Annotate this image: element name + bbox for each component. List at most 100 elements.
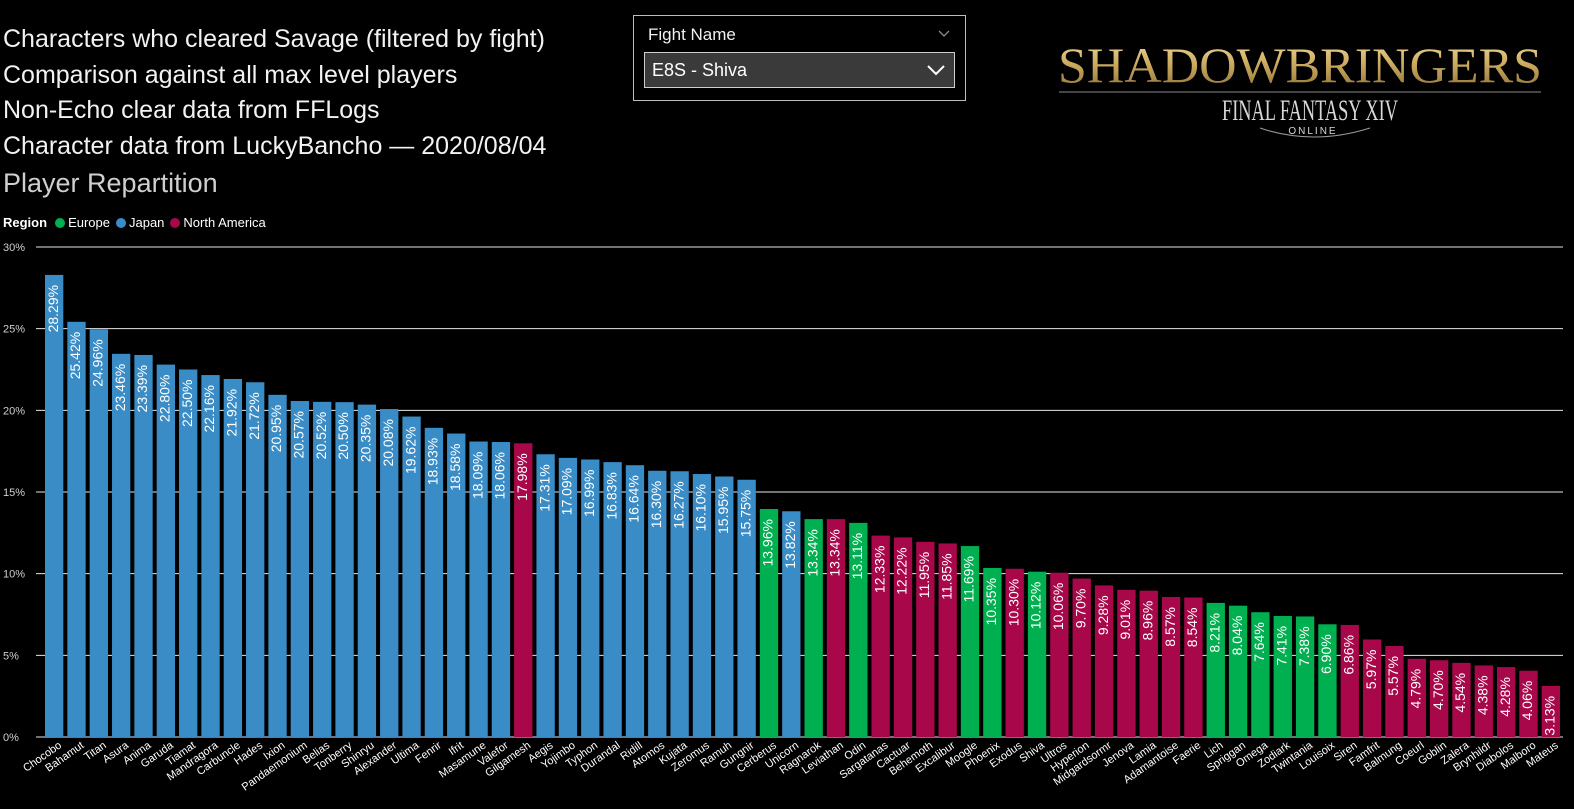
- bar[interactable]: [1496, 667, 1516, 737]
- y-tick-label: 20%: [3, 405, 25, 417]
- bar[interactable]: [1206, 602, 1225, 737]
- bar[interactable]: [290, 401, 310, 737]
- bar[interactable]: [246, 382, 265, 737]
- bar[interactable]: [1407, 658, 1426, 737]
- bar[interactable]: [268, 394, 287, 737]
- data-label: 6.86%: [1340, 635, 1356, 675]
- bar[interactable]: [1094, 585, 1114, 737]
- data-label: 11.85%: [938, 553, 954, 599]
- bar[interactable]: [1318, 624, 1337, 737]
- bar[interactable]: [491, 442, 511, 737]
- data-label: 10.30%: [1005, 579, 1021, 626]
- bar[interactable]: [335, 402, 354, 737]
- data-label: 15.75%: [737, 490, 753, 537]
- bar[interactable]: [402, 416, 421, 737]
- bar[interactable]: [179, 369, 198, 738]
- bar[interactable]: [670, 471, 689, 737]
- data-label: 7.38%: [1296, 626, 1312, 666]
- bar[interactable]: [603, 462, 622, 737]
- legend-dot-north-america: [170, 217, 181, 228]
- data-label: 16.27%: [670, 481, 686, 528]
- bar[interactable]: [134, 354, 153, 737]
- bar[interactable]: [759, 508, 779, 737]
- bar[interactable]: [201, 375, 220, 737]
- bar[interactable]: [357, 404, 377, 737]
- bar[interactable]: [1452, 662, 1471, 737]
- bar[interactable]: [1027, 571, 1047, 737]
- bar[interactable]: [514, 443, 533, 737]
- bar[interactable]: [447, 433, 466, 737]
- bar[interactable]: [1251, 612, 1270, 737]
- bar[interactable]: [1362, 639, 1382, 737]
- legend-item-japan[interactable]: Japan: [115, 215, 164, 230]
- bar[interactable]: [536, 454, 555, 737]
- data-label: 10.06%: [1050, 583, 1066, 630]
- chevron-down-icon[interactable]: [937, 26, 951, 40]
- fight-name-dropdown[interactable]: E8S - Shiva: [644, 52, 955, 88]
- data-label: 28.29%: [45, 285, 61, 332]
- bar[interactable]: [581, 459, 600, 737]
- legend-dot-japan: [115, 217, 126, 228]
- bar[interactable]: [1072, 578, 1091, 737]
- bar[interactable]: [1273, 615, 1292, 737]
- bar[interactable]: [648, 470, 667, 737]
- bar[interactable]: [469, 441, 488, 737]
- bar[interactable]: [1050, 572, 1069, 737]
- bar[interactable]: [826, 519, 846, 737]
- y-tick-label: 30%: [3, 242, 25, 254]
- bar[interactable]: [1519, 670, 1538, 737]
- bar[interactable]: [1340, 624, 1359, 737]
- bar[interactable]: [45, 274, 64, 737]
- bar[interactable]: [1474, 665, 1493, 737]
- bar[interactable]: [380, 409, 399, 737]
- data-label: 12.33%: [871, 546, 887, 593]
- bar[interactable]: [223, 378, 243, 737]
- bar[interactable]: [737, 479, 756, 737]
- fight-name-slicer: Fight Name E8S - Shiva: [633, 15, 966, 101]
- bar[interactable]: [849, 522, 868, 737]
- bar[interactable]: [715, 476, 734, 737]
- bar[interactable]: [67, 321, 86, 737]
- data-label: 24.96%: [90, 339, 106, 386]
- bar[interactable]: [938, 543, 957, 737]
- bar[interactable]: [558, 457, 578, 737]
- dropdown-selected-value: E8S - Shiva: [652, 59, 748, 80]
- bar[interactable]: [89, 329, 108, 737]
- bar[interactable]: [893, 537, 913, 737]
- bar[interactable]: [112, 353, 131, 737]
- bar[interactable]: [1541, 685, 1560, 737]
- bar[interactable]: [156, 364, 176, 737]
- bar[interactable]: [1139, 590, 1158, 737]
- data-label: 16.10%: [693, 484, 709, 531]
- data-label: 13.11%: [849, 533, 865, 579]
- bar[interactable]: [871, 535, 890, 737]
- bar[interactable]: [424, 427, 444, 737]
- data-label: 20.08%: [380, 419, 396, 466]
- bar[interactable]: [916, 541, 935, 737]
- data-label: 23.39%: [134, 365, 150, 412]
- bar[interactable]: [1005, 568, 1024, 737]
- bar[interactable]: [625, 465, 645, 737]
- bar[interactable]: [1161, 597, 1181, 737]
- bar[interactable]: [1429, 660, 1449, 737]
- bar[interactable]: [782, 511, 801, 737]
- bar-chart: 0%5%10%15%20%25%30%28.29%Chocobo25.42%Ba…: [3, 242, 1563, 794]
- data-label: 18.58%: [447, 444, 463, 491]
- bar[interactable]: [960, 546, 980, 737]
- y-tick-label: 10%: [3, 569, 25, 581]
- bar[interactable]: [1385, 646, 1404, 737]
- legend-item-europe[interactable]: Europe: [55, 215, 110, 230]
- legend: Region Europe Japan North America: [3, 215, 272, 230]
- bar[interactable]: [692, 474, 712, 737]
- bar[interactable]: [313, 401, 332, 737]
- bar[interactable]: [804, 519, 823, 737]
- bar[interactable]: [983, 567, 1002, 737]
- bar[interactable]: [1228, 605, 1248, 737]
- bar[interactable]: [1117, 589, 1136, 737]
- description-line: Character data from LuckyBancho — 2020/0…: [3, 131, 547, 160]
- legend-item-north-america[interactable]: North America: [170, 215, 266, 230]
- data-label: 18.06%: [492, 452, 508, 499]
- bar[interactable]: [1295, 616, 1315, 737]
- data-label: 16.99%: [581, 469, 597, 516]
- bar[interactable]: [1184, 597, 1203, 737]
